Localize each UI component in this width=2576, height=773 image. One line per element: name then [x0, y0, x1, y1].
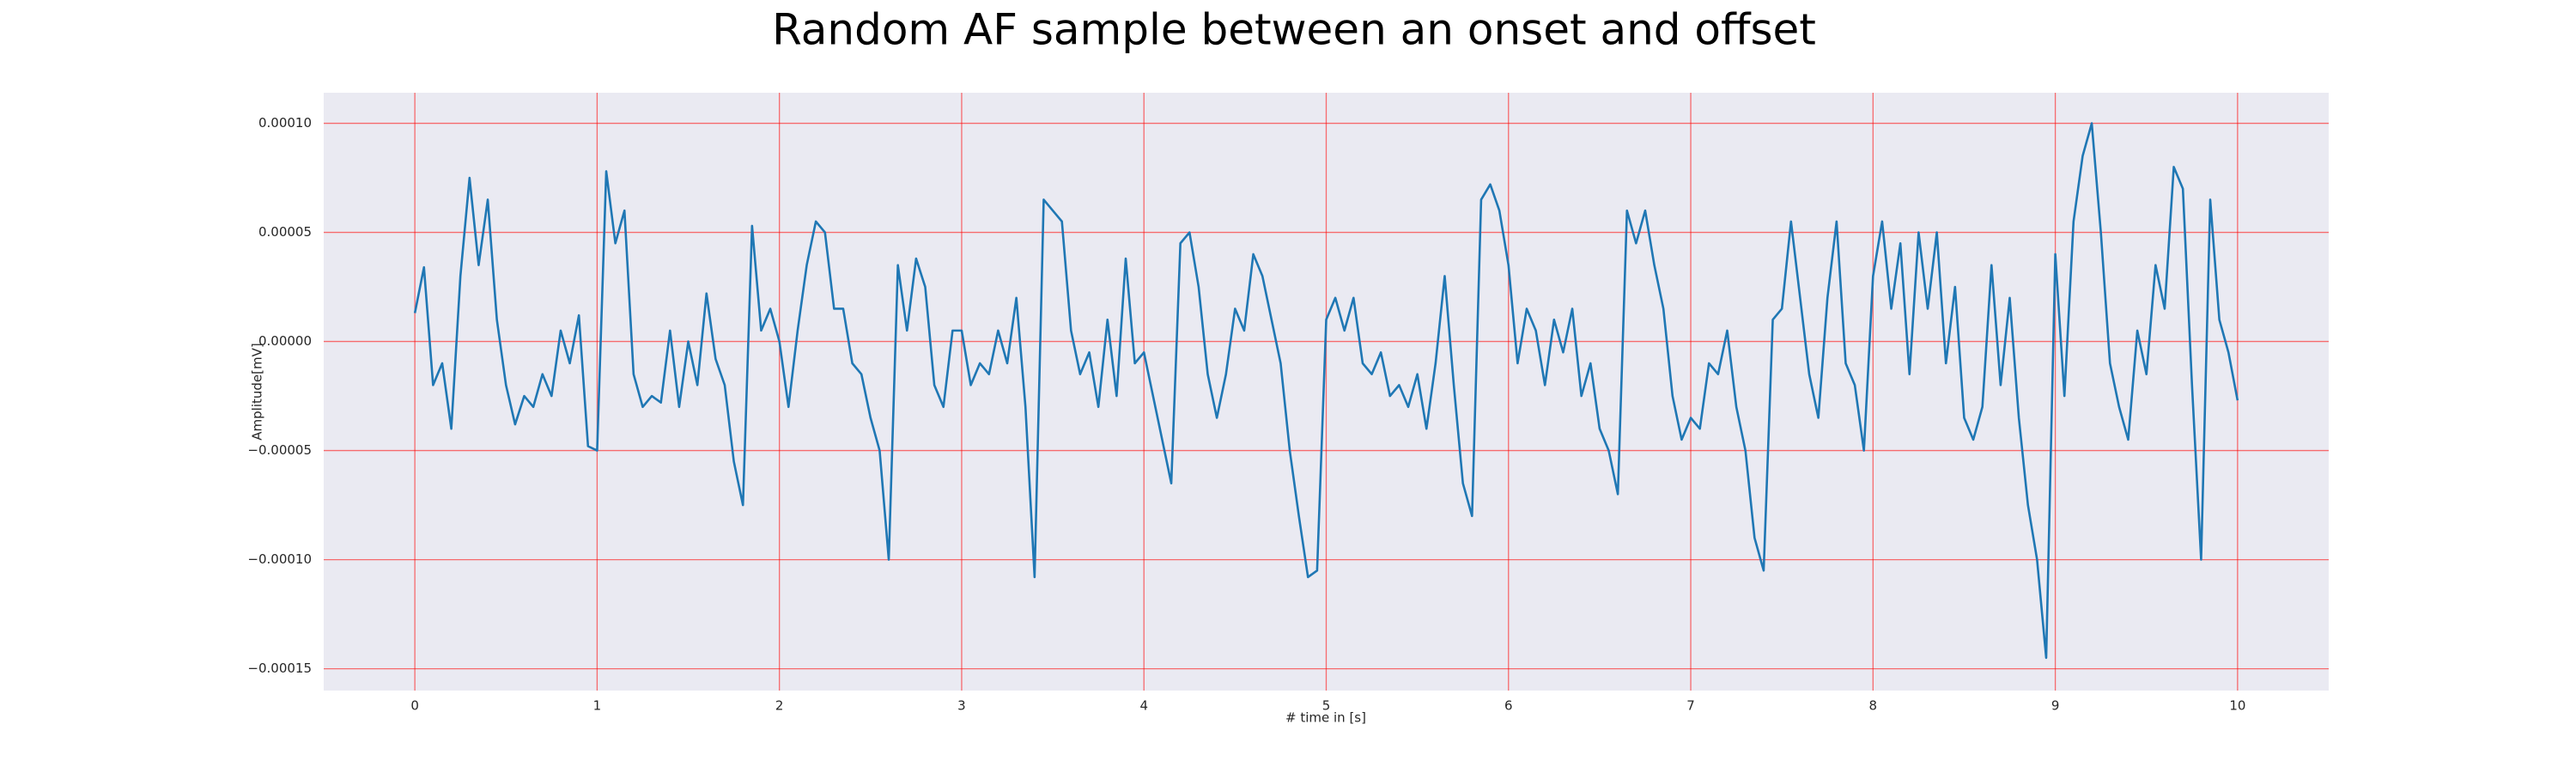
signal-line — [413, 122, 2239, 660]
x-tick-label: 9 — [2051, 698, 2060, 714]
x-tick-label: 4 — [1139, 698, 1148, 714]
chart-title: Random AF sample between an onset and of… — [772, 5, 1816, 55]
x-tick-label: 7 — [1686, 698, 1695, 714]
y-axis-label: Amplitude[mV] — [250, 343, 265, 440]
y-tick-label: 0.00005 — [258, 224, 312, 240]
x-tick-label: 1 — [593, 698, 602, 714]
x-tick-label: 0 — [410, 698, 419, 714]
x-tick-label: 10 — [2229, 698, 2245, 714]
y-tick-label: −0.00005 — [247, 442, 312, 458]
y-tick-label: −0.00010 — [247, 551, 312, 567]
y-tick-label: 0.00000 — [258, 333, 312, 349]
x-tick-label: 5 — [1322, 698, 1331, 714]
x-tick-label: 8 — [1869, 698, 1878, 714]
y-tick-label: 0.00010 — [258, 115, 312, 131]
x-tick-label: 3 — [957, 698, 966, 714]
x-axis-label: # time in [s] — [1285, 710, 1366, 726]
x-tick-label: 2 — [775, 698, 784, 714]
y-tick-label: −0.00015 — [247, 660, 312, 676]
x-tick-label: 6 — [1504, 698, 1513, 714]
